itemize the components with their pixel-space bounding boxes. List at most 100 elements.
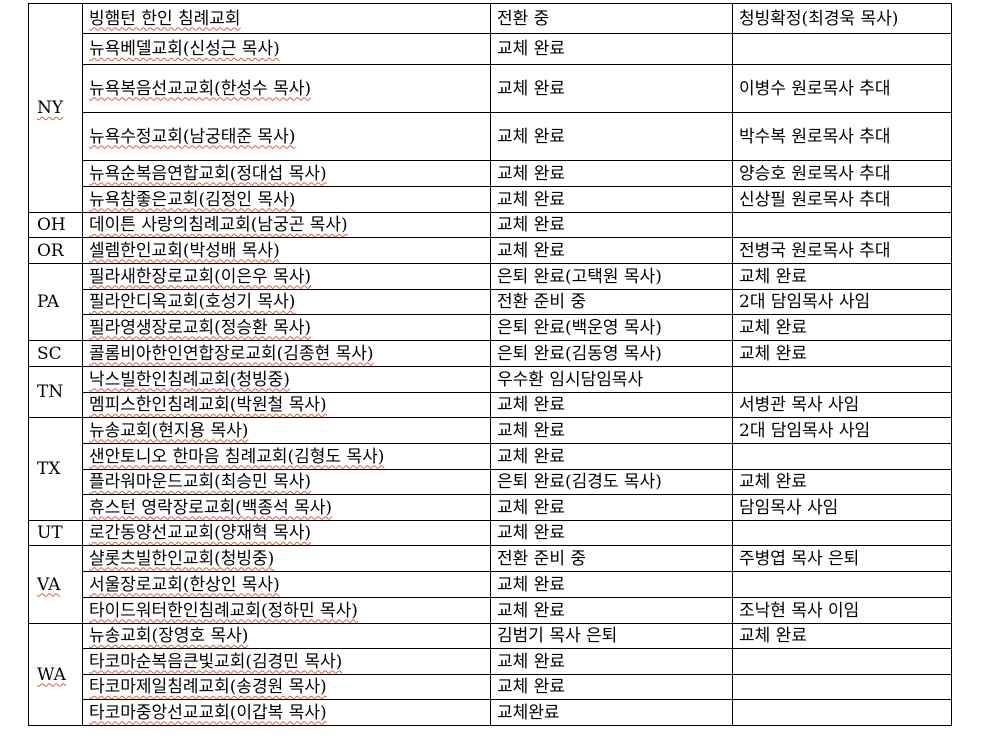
church-transition-table: NY 빙햄턴 한인 침례교회 전환 중 청빙확정(최경욱 목사) 뉴욕베델교회(신성근 … — [28, 3, 952, 726]
church-text: 데이튼 사랑의침례교회(남궁곤 목사) — [89, 215, 348, 235]
note-cell: 서병관 목사 사임 — [732, 392, 952, 418]
note-text: 교체 완료 — [739, 626, 807, 646]
table-row: 서울장로교회(한상인 목사) 교체 완료 — [29, 571, 952, 598]
state-cell: TN — [28, 366, 83, 418]
status-cell: 교체 완료 — [490, 212, 733, 238]
note-text: 교체 완료 — [739, 266, 807, 287]
note-cell — [732, 674, 952, 700]
church-text: 빙햄턴 한인 침례교회 — [89, 8, 241, 29]
church-cell: 필라영생장로교회(정승환 목사) — [82, 314, 491, 341]
note-cell — [732, 571, 952, 598]
status-cell: 교체 완료 — [490, 186, 733, 213]
status-cell: 교체 완료 — [490, 33, 733, 65]
note-text: 교체 완료 — [739, 472, 807, 492]
table-row: VA 샬롯츠빌한인교회(청빙중) 전환 준비 중 주병엽 목사 은퇴 — [28, 545, 952, 624]
status-text: 교체 완료 — [497, 163, 565, 184]
table-row: 샌안토니오 한마음 침례교회(김형도 목사) 교체 완료 — [29, 443, 952, 470]
note-text: 이병수 원로목사 추대 — [739, 78, 891, 99]
status-cell: 우수환 임시담임목사 — [490, 366, 733, 393]
note-text: 양승호 원로목사 추대 — [739, 163, 891, 184]
state-cell: PA — [28, 263, 83, 341]
table-row: 플라워마운드교회(최승민 목사) 은퇴 완료(김경도 목사) 교체 완료 — [29, 469, 952, 495]
church-cell: 콜롬비아한인연합장로교회(김종현 목사) — [82, 340, 491, 367]
state-label: NY — [37, 98, 64, 118]
note-text: 2대 담임목사 사임 — [739, 420, 871, 441]
church-cell: 빙햄턴 한인 침례교회 — [82, 3, 491, 34]
status-cell: 교체 완료 — [490, 648, 733, 675]
note-text: 박수복 원로목사 추대 — [739, 126, 891, 147]
note-text: 전병국 원로목사 추대 — [739, 240, 891, 261]
table-row: 휴스턴 영락장로교회(백종석 목사) 교체 완료 담임목사 사임 — [29, 494, 952, 521]
note-cell: 2대 담임목사 사임 — [732, 417, 952, 444]
note-cell — [732, 520, 952, 546]
church-cell: 멤피스한인침례교회(박원철 목사) — [82, 392, 491, 418]
status-text: 교체 완료 — [497, 523, 565, 543]
status-text: 교체 완료 — [497, 497, 565, 518]
table-row: UT 로간동양선교교회(양재혁 목사) 교체 완료 — [28, 520, 952, 546]
church-cell: 타코마순복음큰빛교회(김경민 목사) — [82, 648, 491, 675]
table-row: PA 필라새한장로교회(이은우 목사) 은퇴 완료(고택원 목사) 교체 완료 — [28, 263, 952, 341]
church-text: 타코마중앙선교교회(이갑복 목사) — [89, 702, 327, 723]
status-cell: 교체 완료 — [490, 64, 733, 113]
table-row: OR 셀렘한인교회(박성배 목사) 교체 완료 전병국 원로목사 추대 — [28, 237, 952, 264]
note-cell: 전병국 원로목사 추대 — [732, 237, 952, 264]
church-text: 뉴욕순복음연합교회(정대섭 목사) — [89, 163, 327, 184]
church-cell: 필라안디옥교회(호성기 목사) — [82, 289, 491, 315]
church-text: 휴스턴 영락장로교회(백종석 목사) — [89, 497, 333, 518]
status-text: 교체 완료 — [497, 215, 565, 235]
status-text: 은퇴 완료(김동영 목사) — [497, 343, 662, 364]
table-row: 타코마중앙선교교회(이갑복 목사) 교체완료 — [29, 699, 952, 726]
status-cell: 교체 완료 — [490, 520, 733, 546]
status-cell: 전환 준비 중 — [490, 545, 733, 572]
note-cell — [732, 699, 952, 726]
status-cell: 김범기 목사 은퇴 — [490, 623, 733, 649]
church-text: 뉴욕복음선교교회(한성수 목사) — [89, 78, 311, 99]
status-text: 교체 완료 — [497, 78, 565, 99]
note-text: 교체 완료 — [739, 317, 807, 338]
status-cell: 은퇴 완료(고택원 목사) — [490, 263, 733, 290]
church-text: 타이드워터한인침례교회(정하민 목사) — [89, 600, 358, 621]
status-text: 교체 완료 — [497, 446, 565, 467]
status-text: 전환 준비 중 — [497, 292, 587, 312]
table-row: 뉴욕복음선교교회(한성수 목사) 교체 완료 이병수 원로목사 추대 — [29, 64, 952, 113]
church-text: 뉴송교회(현지용 목사) — [89, 420, 249, 441]
status-cell: 교체완료 — [490, 699, 733, 726]
state-label: WA — [37, 664, 66, 685]
status-text: 교체 완료 — [497, 126, 565, 147]
status-text: 은퇴 완료(고택원 목사) — [497, 266, 662, 287]
table-row: NY 빙햄턴 한인 침례교회 전환 중 청빙확정(최경욱 목사) — [28, 3, 952, 213]
church-text: 낙스빌한인침례교회(청빙중) — [89, 369, 290, 390]
status-cell: 은퇴 완료(김동영 목사) — [490, 340, 733, 367]
table-row: 뉴욕참좋은교회(김정인 목사) 교체 완료 신상필 원로목사 추대 — [29, 186, 952, 213]
status-cell: 교체 완료 — [490, 392, 733, 418]
church-text: 필라영생장로교회(정승환 목사) — [89, 317, 311, 338]
church-text: 뉴송교회(장영호 목사) — [89, 626, 249, 646]
status-cell: 교체 완료 — [490, 112, 733, 161]
church-text: 뉴욕베델교회(신성근 목사) — [89, 39, 280, 59]
state-cell: OR — [28, 237, 83, 264]
state-cell: WA — [28, 623, 83, 726]
note-text: 청빙확정(최경욱 목사) — [739, 8, 899, 29]
church-text: 필라새한장로교회(이은우 목사) — [89, 266, 311, 287]
note-text: 조낙현 목사 이임 — [739, 600, 860, 621]
church-cell: 낙스빌한인침례교회(청빙중) — [82, 366, 491, 393]
note-cell: 청빙확정(최경욱 목사) — [732, 3, 952, 34]
church-text: 셀렘한인교회(박성배 목사) — [89, 240, 280, 261]
church-text: 타코마제일침례교회(송경원 목사) — [89, 677, 327, 697]
note-cell: 주병엽 목사 은퇴 — [732, 545, 952, 572]
church-text: 플라워마운드교회(최승민 목사) — [89, 472, 311, 492]
table-row: SC 콜롬비아한인연합장로교회(김종현 목사) 은퇴 완료(김동영 목사) 교체 완료 — [28, 340, 952, 367]
church-text: 샌안토니오 한마음 침례교회(김형도 목사) — [89, 446, 385, 467]
church-cell: 뉴송교회(현지용 목사) — [82, 417, 491, 444]
state-label: VA — [37, 574, 61, 595]
church-cell: 데이튼 사랑의침례교회(남궁곤 목사) — [82, 212, 491, 238]
church-text: 서울장로교회(한상인 목사) — [89, 574, 280, 595]
state-cell: SC — [28, 340, 83, 367]
church-cell: 샬롯츠빌한인교회(청빙중) — [82, 545, 491, 572]
status-text: 우수환 임시담임목사 — [497, 369, 644, 390]
note-cell: 양승호 원로목사 추대 — [732, 160, 952, 187]
status-text: 교체 완료 — [497, 651, 565, 672]
note-cell: 교체 완료 — [732, 623, 952, 649]
church-cell: 셀렘한인교회(박성배 목사) — [82, 237, 491, 264]
status-cell: 교체 완료 — [490, 417, 733, 444]
